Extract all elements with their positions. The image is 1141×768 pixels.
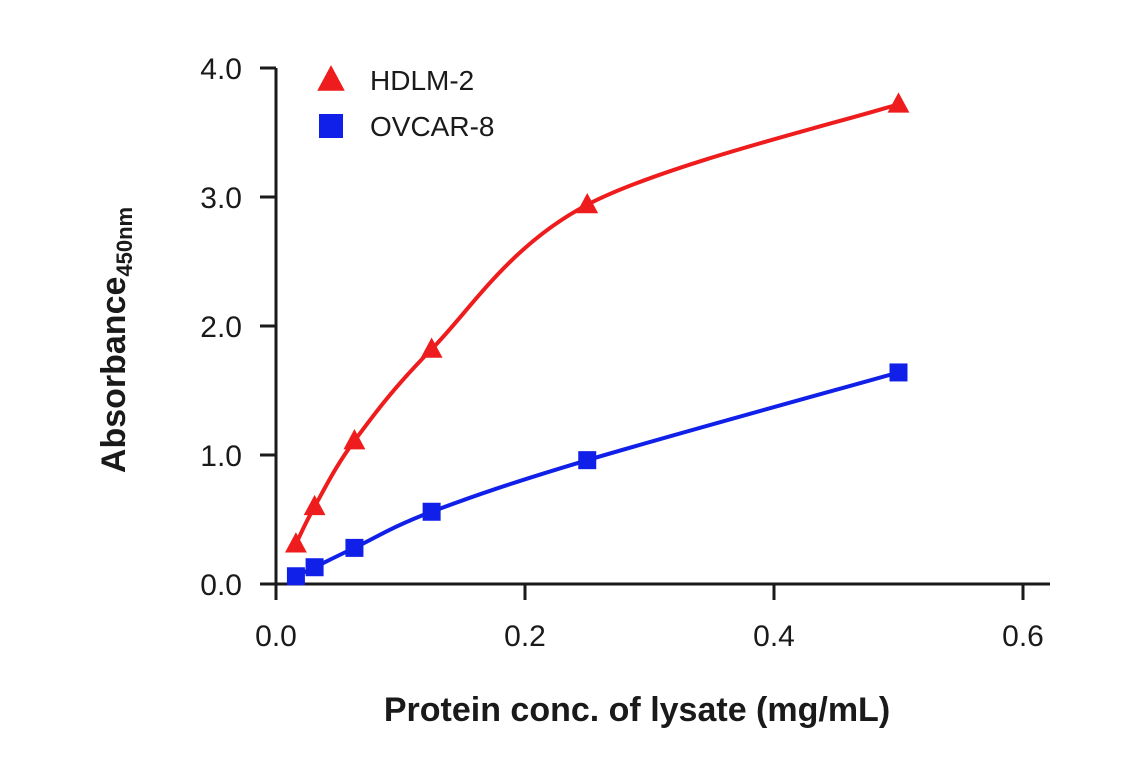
series-line-hdlm-2 — [293, 102, 901, 547]
data-point-ovcar-8 — [286, 567, 305, 586]
legend-label-hdlm-2: HDLM-2 — [370, 65, 474, 96]
y-tick-label: 1.0 — [200, 440, 242, 473]
legend: HDLM-2 OVCAR-8 — [317, 65, 494, 142]
y-tick-label: 2.0 — [200, 311, 242, 344]
y-axis-title-subscript: 450nm — [112, 207, 137, 277]
y-axis-title: Absorbance450nm — [95, 207, 137, 473]
y-tick-label: 3.0 — [200, 182, 242, 215]
data-point-hdlm-2 — [420, 337, 443, 358]
y-tick-label: 4.0 — [200, 53, 242, 86]
x-tick-label: 0.6 — [1002, 620, 1044, 653]
legend-marker-hdlm-2 — [317, 65, 345, 91]
data-point-ovcar-8 — [578, 451, 597, 470]
data-point-hdlm-2 — [284, 532, 307, 553]
legend-marker-ovcar-8 — [319, 114, 343, 138]
data-point-ovcar-8 — [889, 363, 908, 382]
x-axis-title: Protein conc. of lysate (mg/mL) — [384, 691, 890, 729]
x-tick-label: 0.2 — [504, 620, 546, 653]
data-point-ovcar-8 — [305, 558, 324, 577]
curves — [293, 102, 901, 579]
data-point-hdlm-2 — [887, 92, 910, 113]
axes — [274, 68, 1050, 586]
ticks: 0.0 1.0 2.0 3.0 4.0 0.0 0.2 0.4 0.6 — [200, 53, 1044, 653]
data-point-hdlm-2 — [343, 429, 366, 450]
data-point-hdlm-2 — [303, 494, 326, 516]
y-tick-label: 0.0 — [200, 569, 242, 602]
markers — [284, 92, 910, 586]
data-point-ovcar-8 — [345, 538, 364, 557]
series-line-ovcar-8 — [293, 370, 901, 579]
legend-label-ovcar-8: OVCAR-8 — [370, 111, 494, 142]
x-tick-label: 0.0 — [255, 620, 297, 653]
data-point-hdlm-2 — [576, 192, 599, 214]
data-point-ovcar-8 — [422, 502, 441, 521]
x-tick-label: 0.4 — [753, 620, 795, 653]
y-axis-title-main: Absorbance — [95, 277, 133, 474]
